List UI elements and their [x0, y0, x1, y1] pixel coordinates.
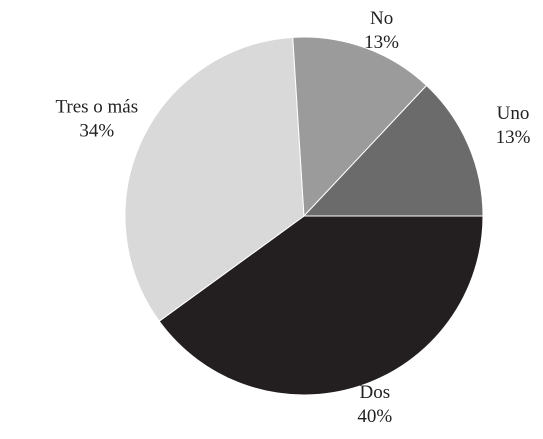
pie-label-percent: 34% [79, 121, 114, 142]
pie-label-name: Tres o más [55, 97, 138, 118]
pie-label: Dos 40% [357, 382, 392, 427]
pie-labels: Dos 40% Tres o más 34% No 13% Uno 13% [55, 8, 530, 427]
pie-label: Uno 13% [496, 103, 531, 148]
pie-slice-dos [158, 215, 484, 396]
pie-label-percent: 40% [357, 406, 392, 427]
pie-label-name: No [370, 8, 393, 29]
pie-label-percent: 13% [496, 127, 531, 148]
pie-label: No 13% [364, 8, 399, 53]
pie-slice-uno [302, 84, 484, 217]
pie-label-name: Dos [359, 382, 390, 403]
pie-slices [124, 36, 484, 396]
pie-slice-tres-o-más [124, 36, 305, 322]
pie-label-name: Uno [497, 103, 530, 124]
pie-label-percent: 13% [364, 32, 399, 53]
pie-label: Tres o más 34% [55, 97, 138, 142]
pie-slice-no [292, 36, 428, 218]
